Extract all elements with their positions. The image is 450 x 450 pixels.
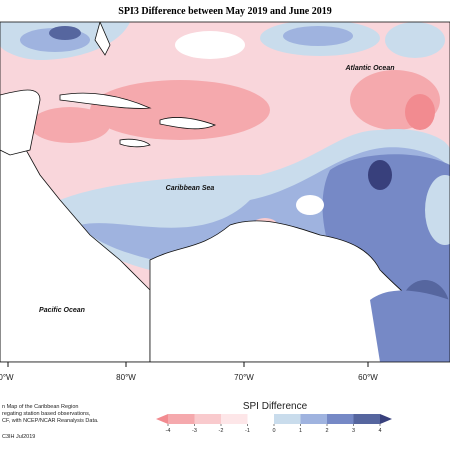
colorbar-segment <box>247 414 275 424</box>
ocean-label: Atlantic Ocean <box>344 65 394 72</box>
footnote-line: CF, with NCEP/NCAR Reanalysis Data. <box>2 418 99 424</box>
colorbar-tick-label: -2 <box>219 428 224 434</box>
footnote-line: C3IH Jul2019 <box>2 434 35 440</box>
colorbar-tick-label: -1 <box>245 428 250 434</box>
ocean-label: Pacific Ocean <box>39 307 85 314</box>
longitude-label: 70°W <box>234 373 254 382</box>
colorbar-tick-label: 3 <box>352 428 355 434</box>
map: Atlantic Ocean Caribbean Sea Pacific Oce… <box>0 21 450 363</box>
colorbar-segment <box>221 414 248 424</box>
colorbar-tick-label: 4 <box>378 428 381 434</box>
colorbar-tick-label: -4 <box>166 428 171 434</box>
longitude-label: 60°W <box>358 373 378 382</box>
colorbar-tick-label: -3 <box>192 428 197 434</box>
sea-label: Caribbean Sea <box>166 185 215 192</box>
colorbar-segment <box>194 414 222 424</box>
longitude-label: 80°W <box>116 373 136 382</box>
colorbar-segment <box>327 414 354 424</box>
colorbar-tick-label: 2 <box>325 428 328 434</box>
legend: SPI Difference -4 -3 -2 -1 0 1 2 3 4 <box>156 401 392 434</box>
footnote-line: n Map of the Caribbean Region <box>2 404 78 410</box>
legend-title: SPI Difference <box>243 401 308 412</box>
title: SPI3 Difference between May 2019 and Jun… <box>118 6 331 17</box>
colorbar-tick-label: 0 <box>272 428 275 434</box>
footnote-line: regating station based observations, <box>2 411 91 417</box>
colorbar-tick-label: 1 <box>299 428 302 434</box>
colorbar-segment <box>168 414 195 424</box>
longitudes: 0°W 80°W 70°W 60°W <box>0 362 378 382</box>
colorbar-segment <box>300 414 328 424</box>
colorbar-arrow <box>380 414 392 424</box>
colorbar-arrow <box>156 414 168 424</box>
colorbar-segment <box>353 414 381 424</box>
colorbar-segment <box>274 414 301 424</box>
longitude-label: 0°W <box>0 373 14 382</box>
